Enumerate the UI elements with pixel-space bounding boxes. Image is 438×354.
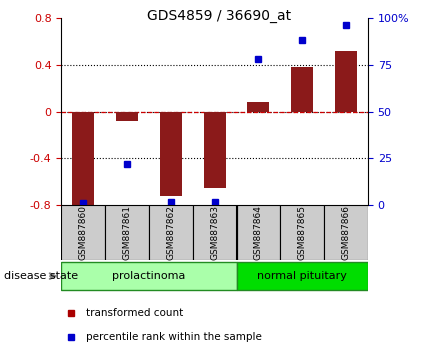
FancyBboxPatch shape: [280, 205, 324, 260]
Text: GSM887865: GSM887865: [298, 205, 307, 260]
Text: GSM887863: GSM887863: [210, 205, 219, 260]
Text: GDS4859 / 36690_at: GDS4859 / 36690_at: [147, 9, 291, 23]
Bar: [291, 67, 313, 112]
Bar: [160, 112, 182, 196]
Bar: [247, 102, 269, 112]
Bar: [72, 112, 94, 208]
FancyBboxPatch shape: [193, 205, 237, 260]
FancyBboxPatch shape: [61, 262, 237, 290]
FancyBboxPatch shape: [105, 205, 149, 260]
Text: GSM887861: GSM887861: [123, 205, 131, 260]
Bar: [335, 51, 357, 112]
Text: GSM887866: GSM887866: [342, 205, 350, 260]
Text: disease state: disease state: [4, 271, 78, 281]
Text: prolactinoma: prolactinoma: [112, 271, 186, 281]
Text: GSM887862: GSM887862: [166, 205, 175, 260]
FancyBboxPatch shape: [61, 205, 105, 260]
FancyBboxPatch shape: [237, 262, 368, 290]
Text: GSM887864: GSM887864: [254, 205, 263, 260]
Bar: [204, 112, 226, 188]
Text: percentile rank within the sample: percentile rank within the sample: [86, 332, 262, 342]
FancyBboxPatch shape: [237, 205, 280, 260]
Text: GSM887860: GSM887860: [79, 205, 88, 260]
FancyBboxPatch shape: [324, 205, 368, 260]
Text: transformed count: transformed count: [86, 308, 183, 318]
Bar: [116, 112, 138, 121]
Text: normal pituitary: normal pituitary: [257, 271, 347, 281]
FancyBboxPatch shape: [149, 205, 193, 260]
